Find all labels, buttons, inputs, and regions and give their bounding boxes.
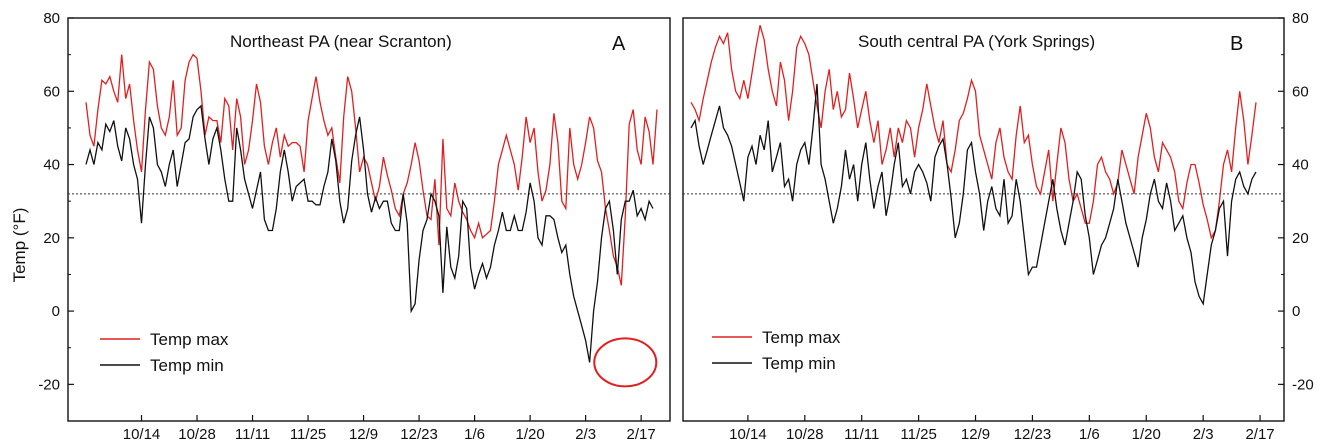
panel-a-series-temp-min <box>85 104 654 363</box>
x-tick-label: 12/23 <box>1014 426 1052 443</box>
x-tick-label: 1/6 <box>464 426 485 443</box>
panel-a-letter: A <box>612 33 626 55</box>
y-tick-label: 80 <box>43 10 60 27</box>
y-tick-label: 40 <box>1292 157 1309 174</box>
panel-b-legend: Temp max Temp min <box>712 328 841 373</box>
panel-b: -20 0 20 40 60 80 10/14 10/28 11/11 11/25 12/9 12/… <box>682 10 1314 443</box>
y-tick-label: 20 <box>1292 230 1309 247</box>
panel-b-title: South central PA (York Springs) <box>858 32 1095 51</box>
x-tick-label: 2/17 <box>1245 426 1274 443</box>
y-axis-label: Temp (°F) <box>10 208 29 283</box>
x-tick-label: 1/6 <box>1079 426 1100 443</box>
x-tick-label: 11/11 <box>235 426 270 443</box>
panel-b-x-axis: 10/14 10/28 11/11 11/25 12/9 12/23 1/6 1/20 2/3 2… <box>729 415 1275 443</box>
x-tick-label: 2/17 <box>627 426 656 443</box>
panel-a-annotation-circle <box>593 337 658 388</box>
x-tick-label: 12/23 <box>400 426 438 443</box>
x-tick-label: 2/3 <box>1193 426 1214 443</box>
panel-a-y-axis: -20 0 20 40 60 80 <box>38 10 74 422</box>
y-tick-label: -20 <box>38 376 60 393</box>
panel-a-series-temp-max <box>85 53 658 286</box>
x-tick-label: 12/9 <box>961 426 990 443</box>
x-tick-label: 10/28 <box>178 426 216 443</box>
panel-b-legend-label-max: Temp max <box>762 328 841 347</box>
x-tick-label: 10/14 <box>123 426 161 443</box>
x-tick-label: 10/28 <box>786 426 824 443</box>
x-tick-label: 1/20 <box>1132 426 1161 443</box>
y-tick-label: 60 <box>43 83 60 100</box>
panel-a: -20 0 20 40 60 80 10/14 10/28 11/11 11/25 12/9 12/… <box>38 10 671 443</box>
y-tick-label: 80 <box>1292 10 1309 27</box>
panel-b-series-temp-max <box>690 25 1257 240</box>
y-tick-label: 0 <box>52 303 60 320</box>
y-tick-label: -20 <box>1292 376 1314 393</box>
panel-a-title: Northeast PA (near Scranton) <box>230 32 452 51</box>
x-tick-label: 2/3 <box>575 426 596 443</box>
x-tick-label: 11/25 <box>900 426 936 443</box>
y-tick-label: 40 <box>43 157 60 174</box>
panel-b-legend-label-min: Temp min <box>762 354 836 373</box>
panel-a-legend-label-min: Temp min <box>150 356 224 375</box>
panel-a-frame <box>67 17 671 422</box>
y-tick-label: 20 <box>43 230 60 247</box>
x-tick-label: 11/25 <box>290 426 326 443</box>
panel-a-x-axis: 10/14 10/28 11/11 11/25 12/9 12/23 1/6 1/20 2/3 2… <box>123 415 656 443</box>
x-tick-label: 11/11 <box>844 426 879 443</box>
x-tick-label: 1/20 <box>516 426 545 443</box>
y-tick-label: 0 <box>1292 303 1300 320</box>
panel-b-frame <box>682 17 1285 422</box>
panel-b-series-temp-min <box>690 83 1257 306</box>
x-tick-label: 12/9 <box>349 426 378 443</box>
panel-b-y-axis: -20 0 20 40 60 80 <box>1278 10 1314 422</box>
panel-b-letter: B <box>1230 33 1243 55</box>
panel-a-legend: Temp max Temp min <box>100 330 229 375</box>
panel-a-legend-label-max: Temp max <box>150 330 229 349</box>
y-tick-label: 60 <box>1292 83 1309 100</box>
x-tick-label: 10/14 <box>729 426 767 443</box>
